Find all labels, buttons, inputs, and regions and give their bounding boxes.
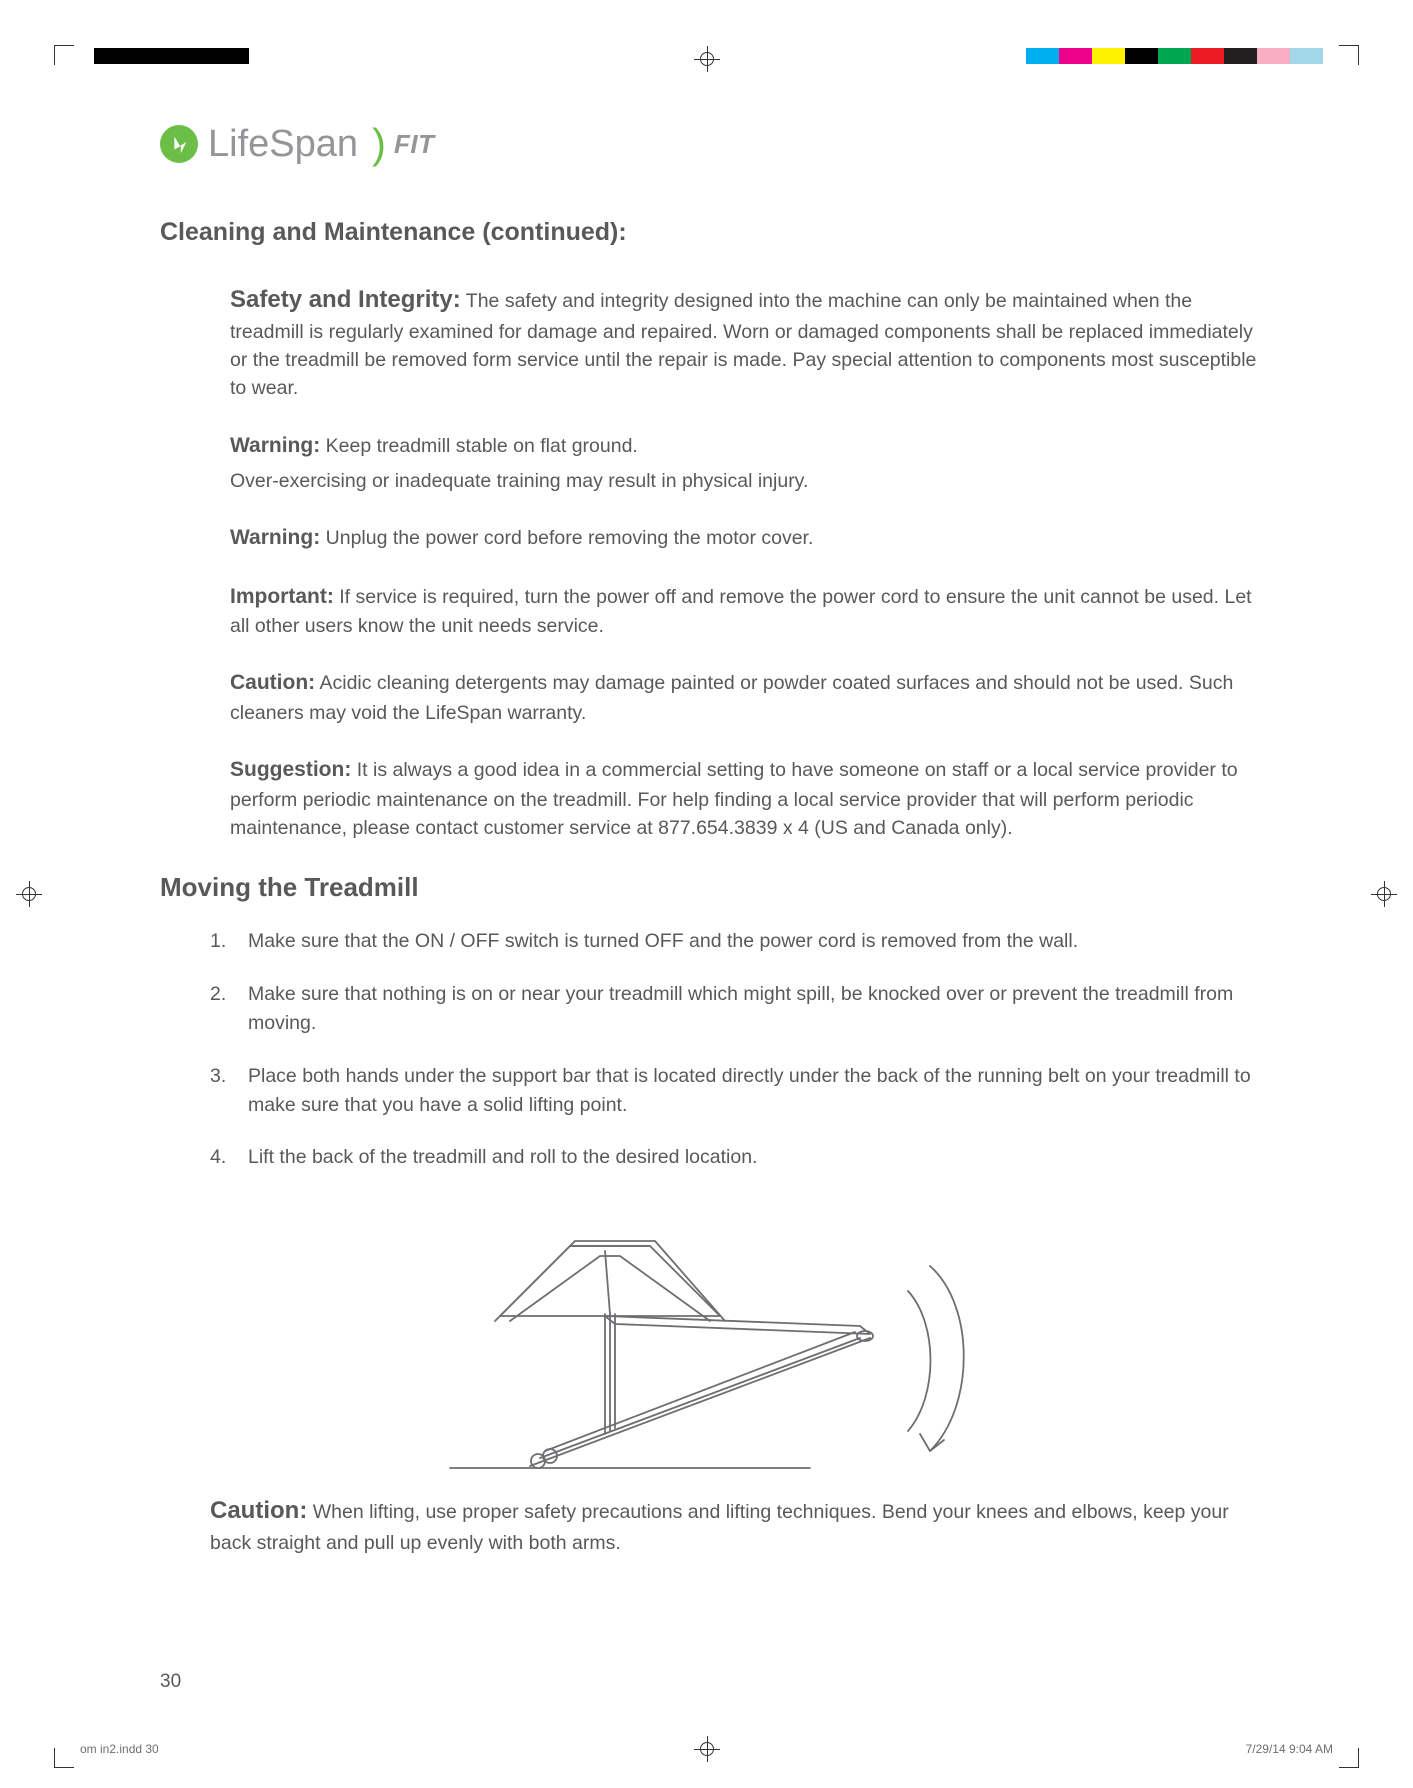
registration-target-icon <box>20 885 38 903</box>
suggestion-text: It is always a good idea in a commercial… <box>230 759 1238 839</box>
page-number: 30 <box>160 1671 181 1693</box>
section-title-moving: Moving the Treadmill <box>160 872 1260 903</box>
brand-logo: LifeSpan ) FIT <box>160 120 1260 168</box>
warning-1b: Over-exercising or inadequate training m… <box>230 467 1260 495</box>
step-2: Make sure that nothing is on or near you… <box>210 980 1260 1038</box>
caution-label: Caution: <box>210 1497 307 1524</box>
crop-mark <box>54 45 74 65</box>
suggestion-paragraph: Suggestion: It is always a good idea in … <box>230 755 1260 842</box>
step-1: Make sure that the ON / OFF switch is tu… <box>210 927 1260 956</box>
brand-sub: FIT <box>394 129 435 160</box>
caution-paragraph: Caution: Acidic cleaning detergents may … <box>230 668 1260 727</box>
registration-target-icon <box>698 1740 716 1758</box>
warning-2: Warning: Unplug the power cord before re… <box>230 523 1260 553</box>
important-text: If service is required, turn the power o… <box>230 586 1252 637</box>
warning-2-text: Unplug the power cord before removing th… <box>326 527 814 549</box>
section-title-maintenance: Cleaning and Maintenance (continued): <box>160 218 1260 247</box>
treadmill-lift-diagram <box>160 1196 1260 1476</box>
important-paragraph: Important: If service is required, turn … <box>230 582 1260 641</box>
safety-paragraph: Safety and Integrity: The safety and int… <box>230 283 1260 403</box>
caution-text: Acidic cleaning detergents may damage pa… <box>230 672 1233 723</box>
color-calibration-bar <box>1026 48 1323 64</box>
maintenance-body: Safety and Integrity: The safety and int… <box>160 283 1260 842</box>
crop-mark <box>1339 1748 1359 1768</box>
print-registration-top <box>0 20 1413 60</box>
warning-label: Warning: <box>230 526 320 549</box>
moving-steps-list: Make sure that the ON / OFF switch is tu… <box>160 927 1260 1172</box>
lifespan-logo-icon <box>160 125 198 163</box>
footer-timestamp: 7/29/14 9:04 AM <box>1246 1742 1333 1756</box>
registration-target-icon <box>1375 885 1393 903</box>
treadmill-illustration-icon <box>430 1196 990 1476</box>
safety-label: Safety and Integrity: <box>230 286 461 313</box>
warning-1: Warning: Keep treadmill stable on flat g… <box>230 431 1260 461</box>
caution-label: Caution: <box>230 671 315 694</box>
brand-divider-icon: ) <box>372 120 386 168</box>
registration-target-icon <box>698 50 716 68</box>
footer-filename: om in2.indd 30 <box>80 1742 159 1756</box>
crop-mark <box>1339 45 1359 65</box>
moving-caution-text: When lifting, use proper safety precauti… <box>210 1501 1229 1554</box>
step-4: Lift the back of the treadmill and roll … <box>210 1143 1260 1172</box>
step-3: Place both hands under the support bar t… <box>210 1062 1260 1120</box>
warning-1-text: Keep treadmill stable on flat ground. <box>326 435 638 457</box>
page-content: LifeSpan ) FIT Cleaning and Maintenance … <box>160 120 1260 1557</box>
crop-mark <box>54 1748 74 1768</box>
warning-label: Warning: <box>230 434 320 457</box>
density-bar <box>94 48 249 64</box>
moving-caution: Caution: When lifting, use proper safety… <box>160 1494 1260 1557</box>
suggestion-label: Suggestion: <box>230 758 351 781</box>
brand-name: LifeSpan <box>208 123 358 166</box>
important-label: Important: <box>230 585 334 608</box>
